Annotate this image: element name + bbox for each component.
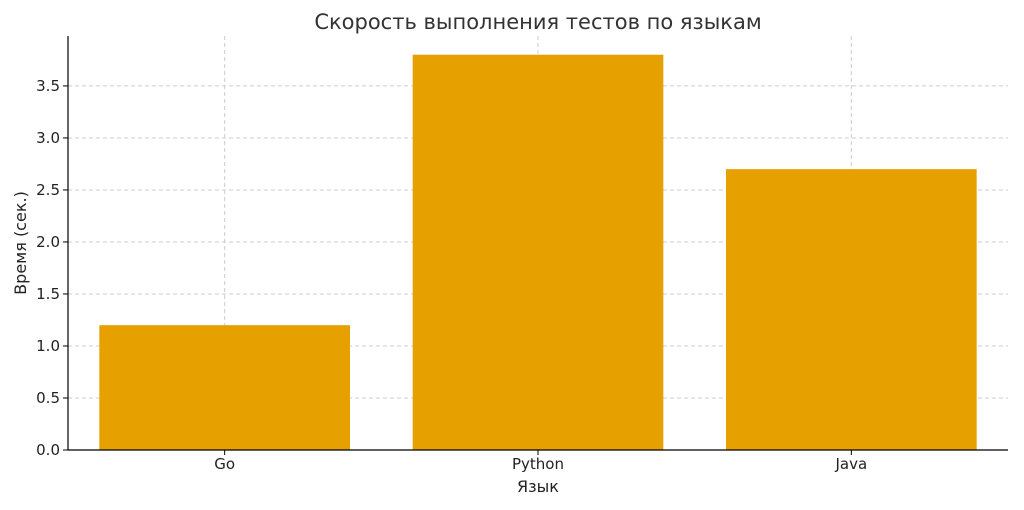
y-tick-label: 2.0: [36, 233, 60, 251]
y-tick-label: 3.0: [36, 129, 60, 147]
y-tick-label: 0.0: [36, 441, 60, 459]
y-tick-label: 2.5: [36, 181, 60, 199]
bar-go: [99, 325, 350, 450]
chart-title: Скорость выполнения тестов по языкам: [314, 10, 761, 34]
x-tick-label: Go: [214, 455, 235, 473]
y-axis-label: Время (сек.): [11, 191, 30, 295]
y-tick-label: 3.5: [36, 77, 60, 95]
y-ticks: 0.0 0.5 1.0 1.5 2.0 2.5 3.0 3.5: [36, 77, 68, 459]
bar-python: [412, 54, 664, 450]
x-tick-label: Python: [512, 455, 564, 473]
y-tick-label: 0.5: [36, 389, 60, 407]
bars-layer: [99, 54, 977, 450]
x-tick-label: Java: [834, 455, 867, 473]
y-tick-label: 1.0: [36, 337, 60, 355]
x-axis-label: Язык: [517, 477, 559, 496]
bar-java: [726, 169, 977, 450]
y-tick-label: 1.5: [36, 285, 60, 303]
x-ticks: Go Python Java: [214, 450, 867, 473]
